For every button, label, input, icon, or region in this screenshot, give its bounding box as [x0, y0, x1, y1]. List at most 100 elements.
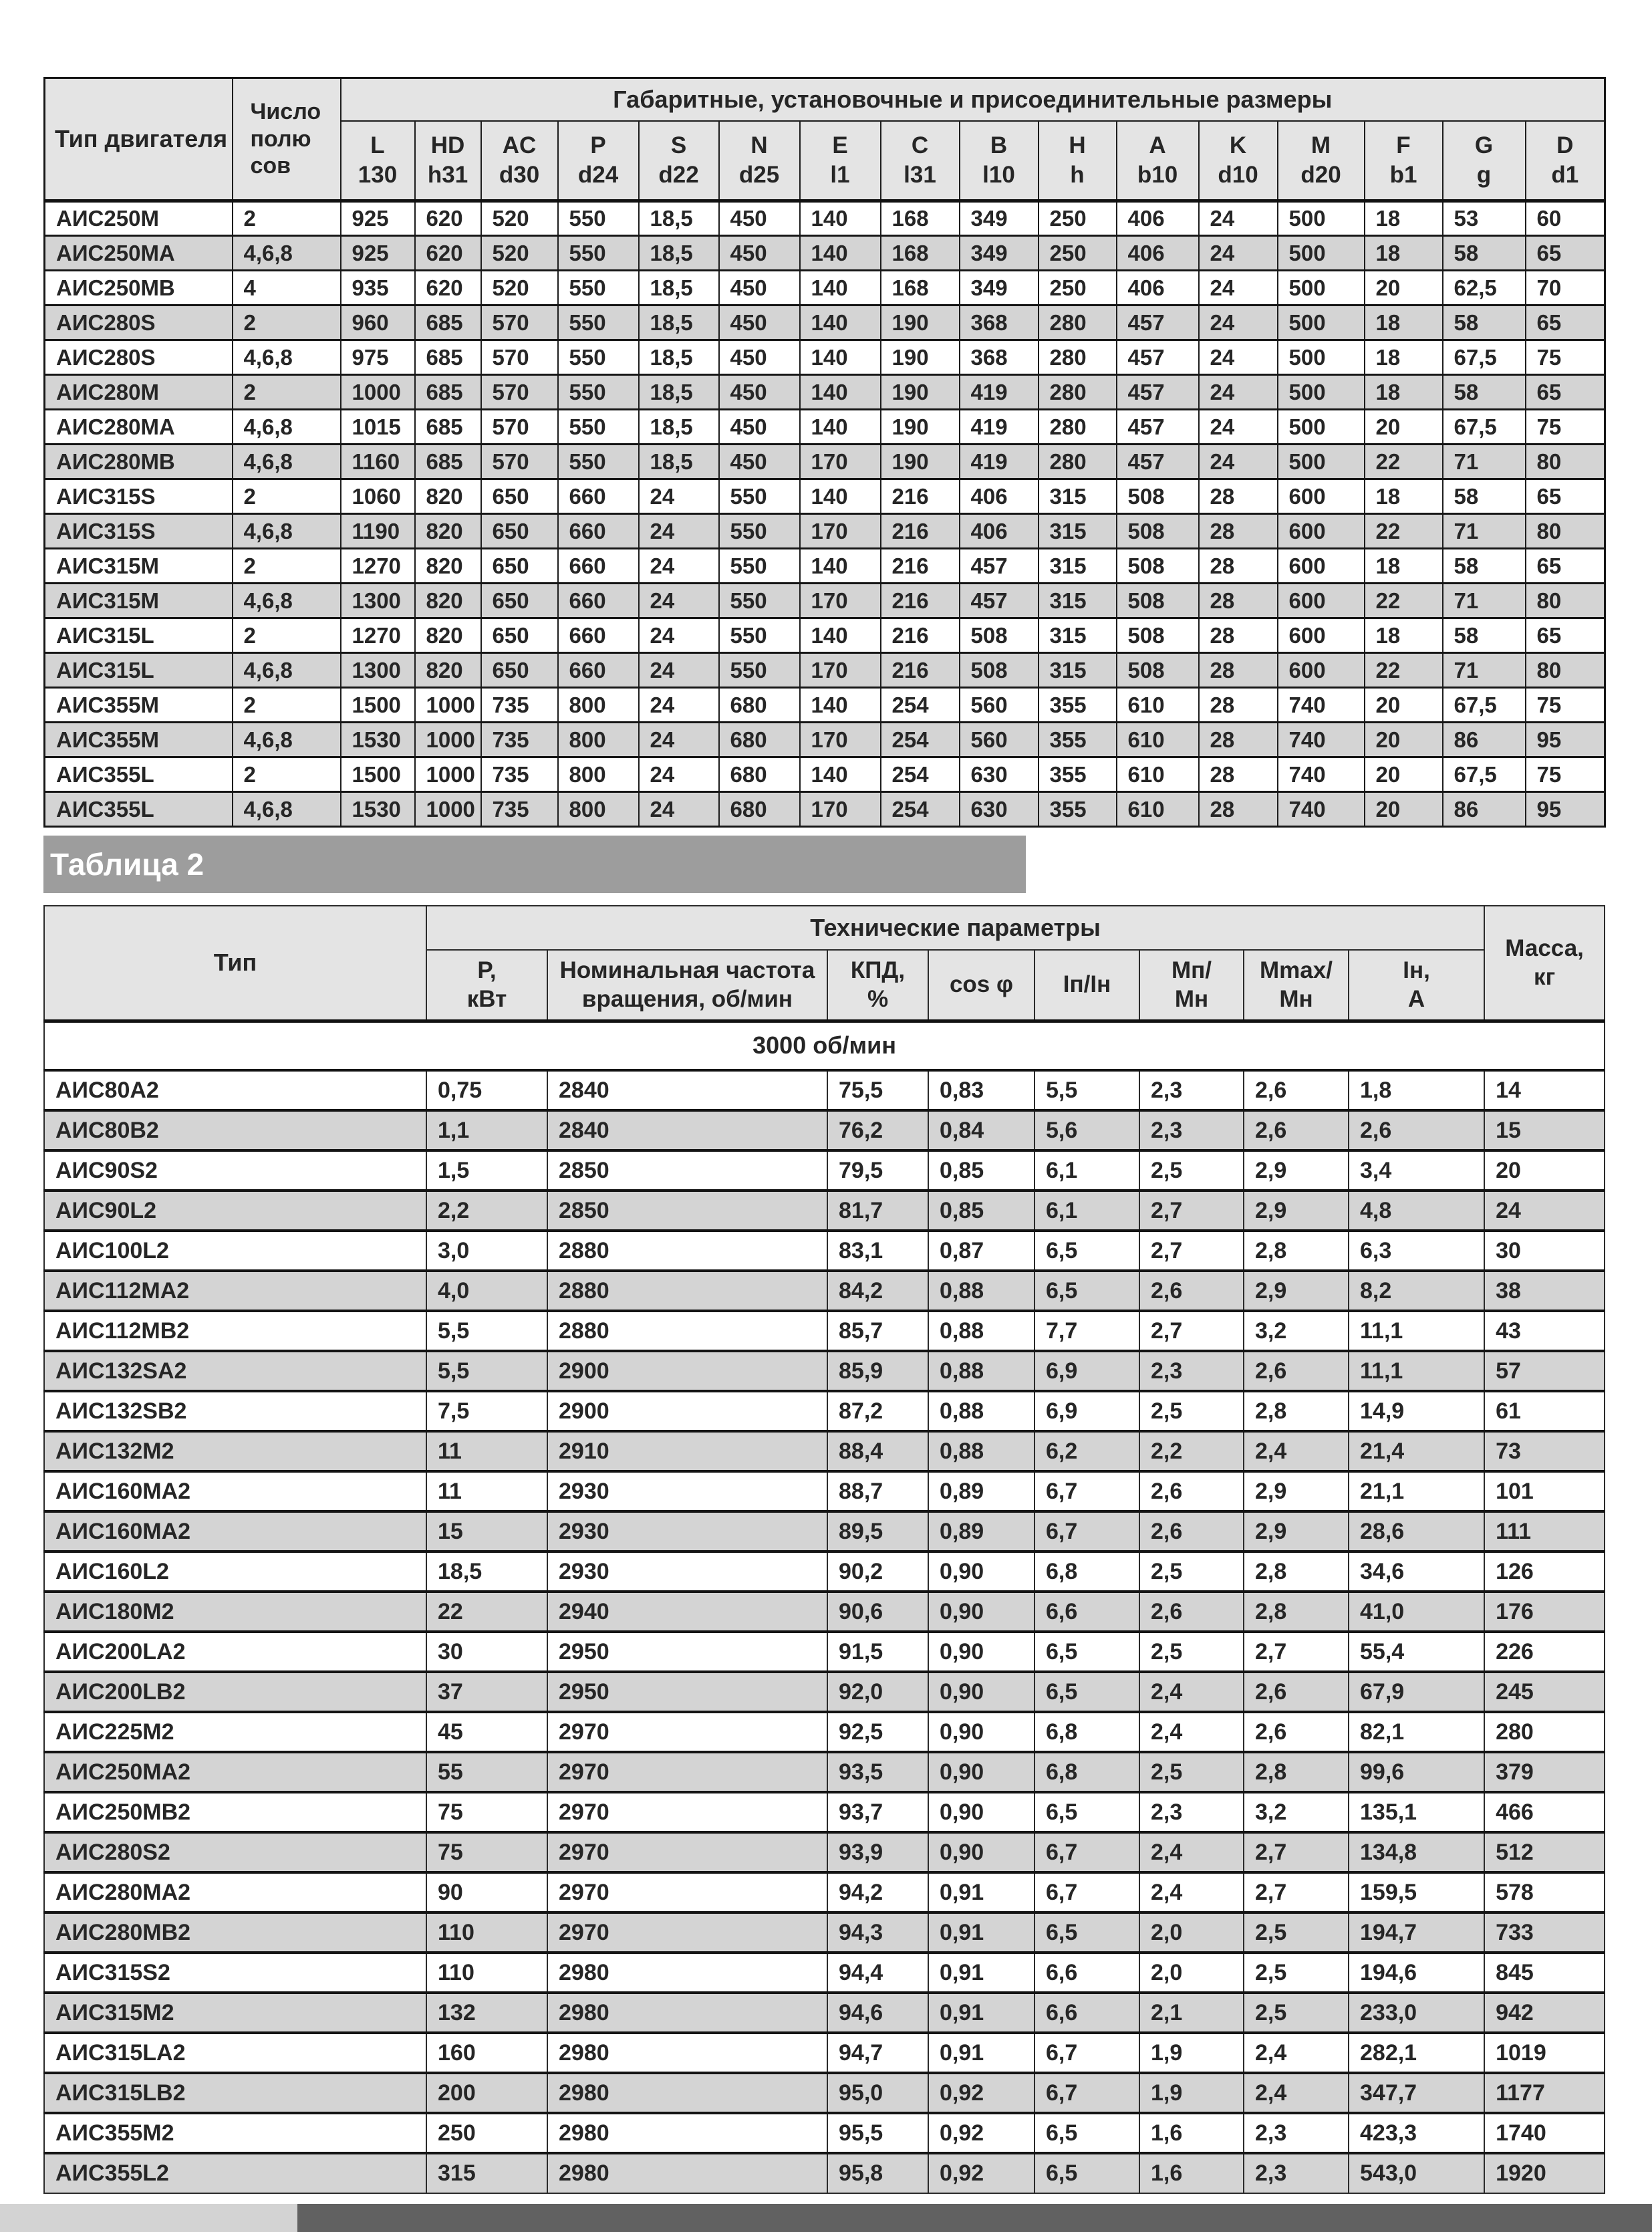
table-cell: 650 — [480, 547, 559, 584]
table-cell: 550 — [557, 200, 640, 237]
table-cell: 2,3 — [1139, 1791, 1244, 1833]
table-cell: 600 — [1276, 513, 1365, 549]
table-cell: 233,0 — [1347, 1992, 1486, 2033]
table-cell: 610 — [1115, 791, 1200, 828]
table-cell: 75 — [1524, 339, 1606, 376]
table-cell: 0,90 — [928, 1751, 1035, 1793]
column-header: cos φ — [928, 949, 1035, 1021]
table-cell: 550 — [557, 408, 640, 445]
table-cell: 2 — [231, 200, 341, 237]
table-cell: 280 — [1037, 408, 1117, 445]
row-type-cell: АИС250МВ — [43, 269, 233, 306]
table-cell: 2,7 — [1243, 1832, 1349, 1873]
table-cell: 62,5 — [1441, 269, 1526, 306]
table-cell: 1270 — [339, 617, 416, 654]
table-cell: 170 — [799, 652, 881, 689]
table-cell: 2,5 — [1139, 1390, 1244, 1432]
table-cell: 168 — [879, 235, 960, 271]
table-cell: 18 — [1363, 547, 1443, 584]
table-cell: 18 — [1363, 339, 1443, 376]
table-cell: 2,6 — [1347, 1110, 1486, 1151]
table-cell: 2,9 — [1243, 1471, 1349, 1512]
table-cell: 2910 — [547, 1431, 828, 1472]
table-cell: 93,9 — [827, 1832, 929, 1873]
row-type-cell: АИС160МА2 — [43, 1471, 427, 1512]
row-type-cell: АИС355М — [43, 687, 233, 723]
table-cell: 1190 — [339, 513, 416, 549]
table-cell: 280 — [1037, 443, 1117, 480]
table-cell: 254 — [879, 791, 960, 828]
table-cell: 0,91 — [928, 1992, 1035, 2033]
row-type-cell: АИС160МА2 — [43, 1511, 427, 1552]
table-cell: 406 — [1115, 269, 1200, 306]
row-type-cell: АИС90L2 — [43, 1190, 427, 1231]
table-cell: 508 — [1115, 513, 1200, 549]
table-row: АИС315М 2 1270 820 650 660 24 550 140 216 457 315 50… — [43, 547, 1606, 584]
table-cell: 650 — [480, 582, 559, 619]
table-cell: 2,0 — [1139, 1952, 1244, 1993]
table-cell: 80 — [1524, 652, 1606, 689]
table-cell: 2930 — [547, 1511, 828, 1552]
table-cell: 85,7 — [827, 1310, 929, 1352]
table-cell: 53 — [1441, 200, 1526, 237]
table-cell: 24 — [1198, 374, 1278, 410]
table-cell: 2880 — [547, 1310, 828, 1352]
table-cell: 194,6 — [1347, 1952, 1486, 1993]
table-cell: 30 — [1484, 1230, 1606, 1271]
table-cell: 90,6 — [827, 1591, 929, 1632]
table-cell: 680 — [718, 756, 801, 793]
table-cell: 22 — [426, 1591, 548, 1632]
row-type-cell: АИС355L2 — [43, 2152, 427, 2194]
table-cell: 2,4 — [1243, 1431, 1349, 1472]
table-cell: 28 — [1198, 582, 1278, 619]
table-cell: 20 — [1363, 687, 1443, 723]
table-cell: 508 — [1115, 478, 1200, 515]
table-row: АИС280МА 4,6,8 1015 685 570 550 18,5 450 140 190 4… — [43, 408, 1606, 445]
table-cell: 0,92 — [928, 2072, 1035, 2114]
table-cell: 6,7 — [1034, 1832, 1140, 1873]
table-cell: 1,5 — [426, 1150, 548, 1191]
table-cell: 140 — [799, 756, 881, 793]
table-cell: 1500 — [339, 687, 416, 723]
row-type-cell: АИС250МА2 — [43, 1751, 427, 1793]
table-cell: 2,5 — [1243, 1992, 1349, 2033]
table-cell: 450 — [718, 408, 801, 445]
table-cell: 11 — [426, 1431, 548, 1472]
table-cell: 315 — [426, 2152, 548, 2194]
table-cell: 0,88 — [928, 1270, 1035, 1312]
table-cell: 4,6,8 — [231, 652, 341, 689]
table-cell: 38 — [1484, 1270, 1606, 1312]
table-cell: 89,5 — [827, 1511, 929, 1552]
column-header-line: Mmax/ — [1260, 957, 1333, 983]
table-cell: 111 — [1484, 1511, 1606, 1552]
table-cell: 3,2 — [1243, 1791, 1349, 1833]
table-cell: 254 — [879, 756, 960, 793]
table-cell: 1177 — [1484, 2072, 1606, 2114]
table-cell: 735 — [480, 687, 559, 723]
table-cell: 2900 — [547, 1350, 828, 1392]
table-cell: 500 — [1276, 304, 1365, 341]
table-cell: 194,7 — [1347, 1912, 1486, 1953]
table-cell: 43 — [1484, 1310, 1606, 1352]
table-cell: 2 — [231, 304, 341, 341]
table-cell: 1300 — [339, 582, 416, 619]
table-cell: 2900 — [547, 1390, 828, 1432]
table-cell: 65 — [1524, 617, 1606, 654]
table-cell: 110 — [426, 1912, 548, 1953]
table-cell: 71 — [1441, 582, 1526, 619]
table-cell: 65 — [1524, 235, 1606, 271]
row-type-cell: АИС280МВ2 — [43, 1912, 427, 1953]
table-cell: 6,5 — [1034, 1912, 1140, 1953]
row-type-cell: АИС132SB2 — [43, 1390, 427, 1432]
table-cell: 620 — [414, 200, 482, 237]
row-type-cell: АИС250МА — [43, 235, 233, 271]
table-cell: 2,7 — [1139, 1230, 1244, 1271]
table-cell: 2,7 — [1243, 1631, 1349, 1672]
table-cell: 419 — [958, 374, 1039, 410]
table-cell: 740 — [1276, 687, 1365, 723]
table-cell: 250 — [1037, 269, 1117, 306]
table-cell: 126 — [1484, 1551, 1606, 1592]
column-header-line: Мп/ — [1171, 957, 1212, 983]
